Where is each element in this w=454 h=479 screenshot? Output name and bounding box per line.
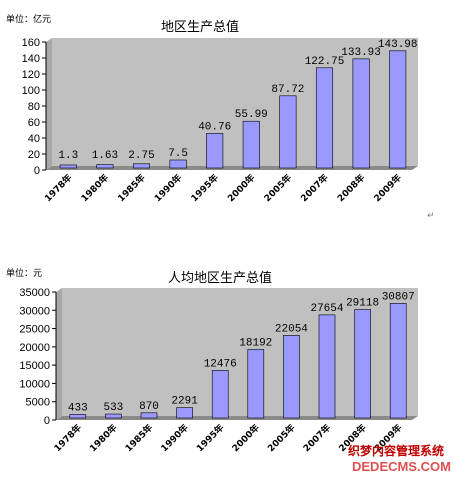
c2-ytick-label: 10000 <box>19 378 50 390</box>
c2-xtick-label: 1985年 <box>123 422 156 455</box>
gdp-x-axis: 1978年 1980年 1985年 1990年 1995年 2000年 2005年 2007年… <box>42 172 404 205</box>
c1-xtick-label: 1978年 <box>42 172 75 205</box>
per-capita-unit-label: 单位：元 <box>6 267 42 279</box>
c2-bar <box>176 407 193 419</box>
c1-ytick-label: 160 <box>22 37 40 49</box>
c2-xtick-label: 1980年 <box>87 422 120 455</box>
c1-data-label: 1.63 <box>92 150 118 162</box>
c2-data-label: 30807 <box>382 291 415 303</box>
c2-ytick-label: 5000 <box>26 397 50 409</box>
c1-data-label: 87.72 <box>271 84 304 96</box>
c1-ytick-label: 0 <box>34 165 40 177</box>
c1-xtick-label: 1985年 <box>115 172 148 205</box>
c2-ytick-label: 0 <box>44 415 50 427</box>
gdp-unit-label: 单位：亿元 <box>6 13 51 25</box>
c2-ytick-label: 30000 <box>19 305 50 317</box>
c2-ytick-label: 35000 <box>19 287 50 299</box>
c1-xtick-label: 2005年 <box>261 172 294 205</box>
gdp-chart-title: 地区生产总值 <box>161 19 239 35</box>
c2-xtick-label: 2007年 <box>301 422 334 455</box>
c2-data-label: 18192 <box>239 337 272 349</box>
c2-bar <box>318 314 336 419</box>
c2-bar <box>247 349 265 419</box>
c2-ytick-label: 20000 <box>19 342 50 354</box>
c2-xtick-label: 2000年 <box>229 422 262 455</box>
c2-bar <box>354 309 371 419</box>
paragraph-mark: ↵ <box>427 211 435 221</box>
c1-data-label: 122.75 <box>305 56 345 68</box>
c1-bar <box>352 58 370 169</box>
c2-data-label: 870 <box>139 401 159 413</box>
c2-xtick-label: 1978年 <box>51 422 84 455</box>
c1-data-label: 1.3 <box>58 150 78 162</box>
per-capita-gdp-chart: 单位：元 人均地区生产总值 0 5000 10000 15000 20000 25000 3… <box>6 267 418 454</box>
c1-bar <box>132 163 151 169</box>
c1-data-label: 55.99 <box>235 109 268 121</box>
c1-bar <box>206 133 224 169</box>
c1-bar <box>389 50 407 169</box>
c1-bar <box>242 120 260 169</box>
c1-bar <box>169 159 187 169</box>
c2-bar <box>140 412 158 419</box>
c1-ytick-label: 140 <box>22 53 40 65</box>
per-capita-y-axis: 0 5000 10000 15000 20000 25000 30000 35000 <box>19 287 56 427</box>
c2-data-label: 12476 <box>204 358 237 370</box>
c1-bar <box>279 95 297 169</box>
c1-xtick-label: 2007年 <box>298 172 331 205</box>
c1-bar <box>59 164 77 169</box>
c2-left-wall <box>56 288 62 420</box>
c2-xtick-label: 1995年 <box>194 422 227 455</box>
c2-bar <box>69 414 87 419</box>
c1-bar <box>96 164 114 169</box>
c1-data-label: 143.98 <box>378 39 418 51</box>
per-capita-chart-title: 人均地区生产总值 <box>168 270 272 286</box>
c1-xtick-label: 1990年 <box>152 172 185 205</box>
c2-data-label: 2291 <box>171 396 198 408</box>
c1-ytick-label: 100 <box>22 85 40 97</box>
c1-ytick-label: 120 <box>22 69 40 81</box>
gdp-y-axis: 0 20 40 60 80 100 120 140 160 <box>22 37 46 177</box>
c1-ytick-label: 60 <box>28 117 40 129</box>
c1-xtick-label: 1980年 <box>78 172 111 205</box>
c2-ytick-label: 25000 <box>19 324 50 336</box>
c2-bar <box>211 370 229 419</box>
watermark-chinese: 织梦内容管理系统 <box>348 443 444 458</box>
c1-xtick-label: 2008年 <box>335 172 368 205</box>
c1-data-label: 40.76 <box>198 121 231 133</box>
c1-ytick-label: 80 <box>28 101 40 113</box>
c2-ytick-label: 15000 <box>19 360 50 372</box>
c2-data-label: 29118 <box>346 298 379 310</box>
gdp-data-labels: 1.3 1.63 2.75 7.5 40.76 55.99 87.72 122.75133.9… <box>58 39 417 162</box>
c1-data-label: 2.75 <box>128 150 154 162</box>
c1-data-label: 133.93 <box>341 47 381 59</box>
c2-xtick-label: 2005年 <box>265 422 298 455</box>
watermark-english: DEDECMS.COM <box>352 459 451 474</box>
c1-xtick-label: 1995年 <box>188 172 221 205</box>
c1-xtick-label: 2000年 <box>225 172 258 205</box>
c1-ytick-label: 40 <box>28 133 40 145</box>
c1-left-wall <box>46 38 52 170</box>
c1-data-label: 7.5 <box>168 148 188 160</box>
c1-xtick-label: 2009年 <box>371 172 404 205</box>
c1-ytick-label: 20 <box>28 149 40 161</box>
c2-bar <box>105 413 122 419</box>
gdp-bars <box>59 50 407 169</box>
c2-data-label: 433 <box>68 402 88 414</box>
c2-xtick-label: 1990年 <box>158 422 191 455</box>
c1-bar <box>315 67 334 169</box>
per-capita-bars <box>69 303 407 419</box>
c2-bar <box>389 303 407 419</box>
c2-data-label: 533 <box>103 402 123 414</box>
c2-data-label: 22054 <box>275 323 308 335</box>
c2-data-label: 27654 <box>310 303 343 315</box>
c2-bar <box>283 335 300 419</box>
